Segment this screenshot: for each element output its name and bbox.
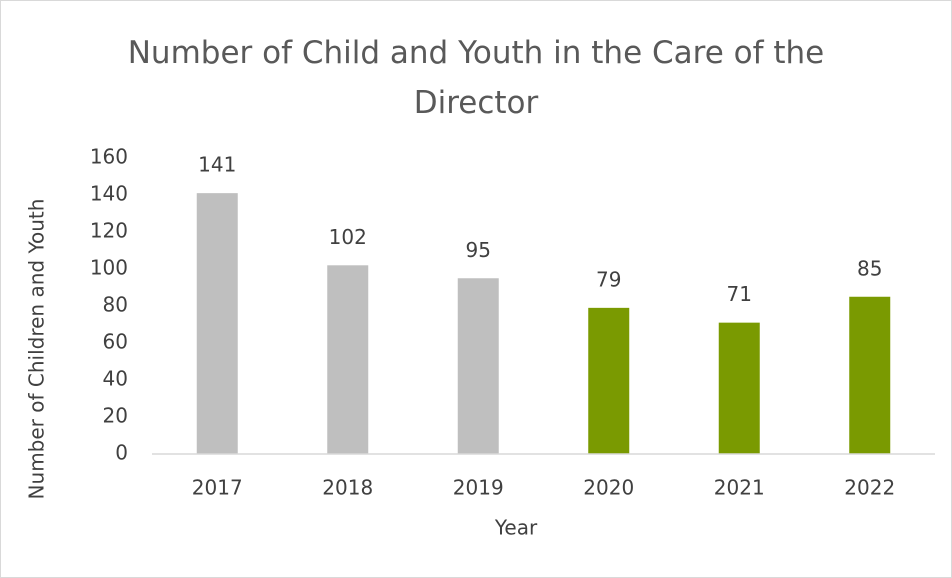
bar (588, 307, 630, 454)
bar (196, 193, 238, 454)
data-label: 141 (198, 153, 236, 177)
y-tick-label: 60 (103, 330, 128, 354)
x-axis-label: Year (494, 516, 538, 540)
x-tick-label: 2018 (322, 476, 373, 500)
data-label: 95 (466, 238, 491, 262)
y-axis-label: Number of Children and Youth (25, 199, 49, 500)
y-tick-label: 0 (115, 441, 128, 465)
y-tick-label: 80 (103, 293, 128, 317)
y-tick-label: 120 (90, 219, 128, 243)
bar (457, 278, 499, 454)
data-label: 85 (857, 256, 882, 280)
data-label: 79 (596, 267, 621, 291)
x-tick-label: 2019 (453, 476, 504, 500)
data-label: 71 (727, 282, 752, 306)
y-tick-label: 100 (90, 256, 128, 280)
x-tick-label: 2017 (192, 476, 243, 500)
y-tick-label: 140 (90, 182, 128, 206)
chart-title: Number of Child and Youth in the Care of… (127, 35, 825, 121)
y-tick-label: 40 (103, 367, 128, 391)
bar (849, 296, 891, 454)
bar (327, 265, 369, 454)
y-tick-label: 160 (90, 145, 128, 169)
x-tick-label: 2021 (714, 476, 765, 500)
data-label: 102 (329, 225, 367, 249)
bar (718, 322, 760, 454)
y-tick-label: 20 (103, 404, 128, 428)
x-tick-label: 2022 (844, 476, 895, 500)
x-tick-label: 2020 (583, 476, 634, 500)
